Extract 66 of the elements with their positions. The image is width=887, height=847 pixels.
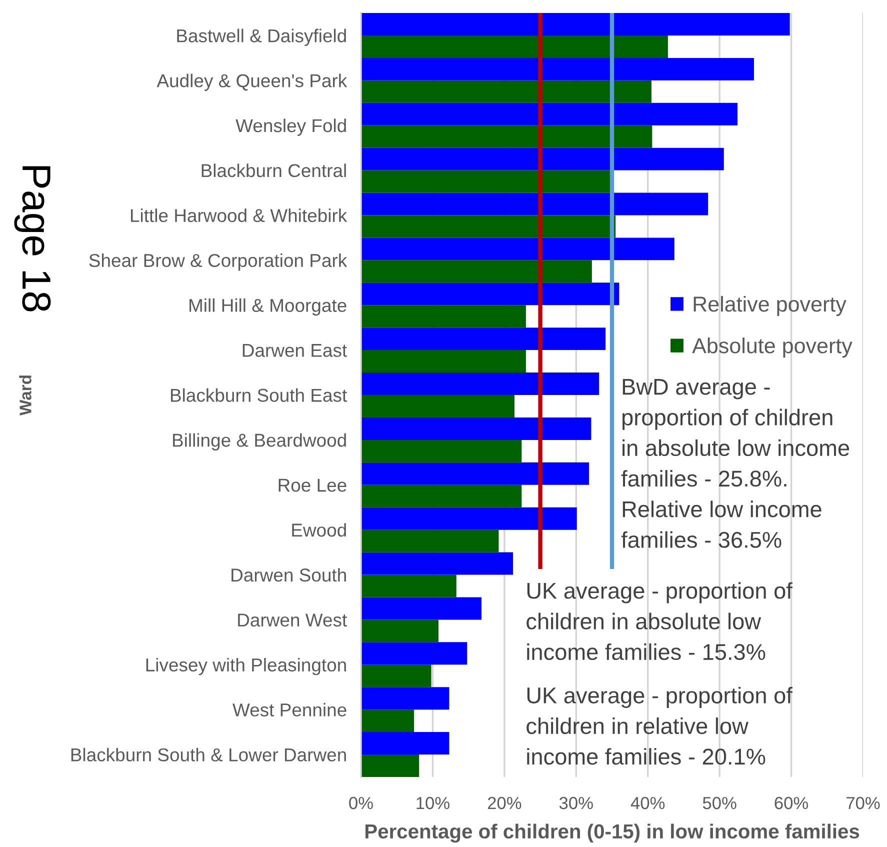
- y-tick-label: Ewood: [292, 523, 346, 537]
- annotation: BwD average - proportion of children in absolute low income families - 25.8%. Relative low income families - 36.5%: [621, 379, 850, 548]
- text: Page 18: [14, 166, 51, 312]
- y-axis-title: Ward: [19, 376, 32, 416]
- bar: [361, 35, 668, 58]
- y-tick-label: Blackburn Central: [202, 164, 346, 178]
- bar: [361, 282, 620, 306]
- bar: [361, 260, 592, 283]
- x-tick-label: 50%: [702, 796, 736, 810]
- annotation: UK average - proportion of children in absolute low income families - 15.3%: [526, 582, 792, 660]
- bar: [361, 552, 514, 575]
- x-tick-label: 0%: [349, 796, 373, 810]
- bar: [361, 13, 790, 36]
- y-tick-label: Roe Lee: [278, 478, 346, 492]
- y-tick-label: Audley & Queen's Park: [156, 74, 348, 91]
- x-tick-label: 30%: [559, 796, 593, 810]
- bar: [361, 417, 592, 440]
- bar: [361, 328, 606, 350]
- bar: [361, 462, 590, 485]
- legend-label: Relative poverty: [694, 296, 846, 316]
- y-tick-label: Mill Hill & Moorgate: [190, 298, 346, 316]
- bar: [361, 58, 754, 80]
- bar: [361, 710, 414, 732]
- y-tick-label: Little Harwood & Whitebirk: [130, 208, 348, 222]
- annotation: UK average - proportion of children in relative low income families - 20.1%: [526, 686, 792, 765]
- bar: [361, 192, 708, 216]
- bar: [361, 215, 616, 238]
- bar: [361, 80, 652, 103]
- y-tick-label: West Pennine: [232, 702, 346, 716]
- x-tick-label: 70%: [846, 796, 880, 810]
- bar: [361, 687, 450, 710]
- bar: [361, 620, 438, 642]
- bar: [361, 305, 526, 328]
- bar: [361, 440, 522, 462]
- bar: [361, 642, 468, 665]
- bar: [361, 148, 724, 170]
- y-tick-label: Blackburn South East: [170, 388, 347, 402]
- y-tick-label: Darwen West: [238, 614, 347, 627]
- bar: [361, 530, 499, 552]
- bar: [361, 125, 652, 148]
- x-tick-label: 20%: [488, 796, 522, 810]
- legend-label: Absolute poverty: [692, 338, 852, 358]
- bar: [361, 732, 450, 755]
- x-tick-label: 10%: [416, 796, 450, 810]
- x-tick-label: 40%: [630, 796, 665, 810]
- y-tick-label: Shear Brow & Corporation Park: [89, 253, 348, 271]
- y-tick-label: Darwen South: [232, 568, 346, 582]
- bar: [361, 395, 514, 418]
- bar: [361, 507, 577, 530]
- y-tick-label: Wensley Fold: [236, 118, 346, 136]
- bar: [361, 754, 420, 777]
- y-tick-label: Billinge & Beardwood: [173, 433, 346, 450]
- x-tick-label: 60%: [774, 796, 808, 810]
- y-tick-label: Darwen East: [242, 344, 347, 357]
- bar: [361, 372, 600, 395]
- y-tick-label: Bastwell & Daisyfield: [177, 28, 346, 46]
- bar: [361, 350, 526, 373]
- x-axis-title: Percentage of children (0-15) in low income families: [365, 824, 860, 843]
- y-tick-label: Livesey with Pleasington: [146, 658, 346, 676]
- y-tick-label: Blackburn South & Lower Darwen: [71, 748, 346, 762]
- bar: [361, 574, 456, 598]
- bar: [361, 484, 522, 508]
- bar: [361, 664, 432, 688]
- bar: [361, 102, 738, 126]
- bar: [361, 238, 674, 260]
- bar: [361, 597, 482, 620]
